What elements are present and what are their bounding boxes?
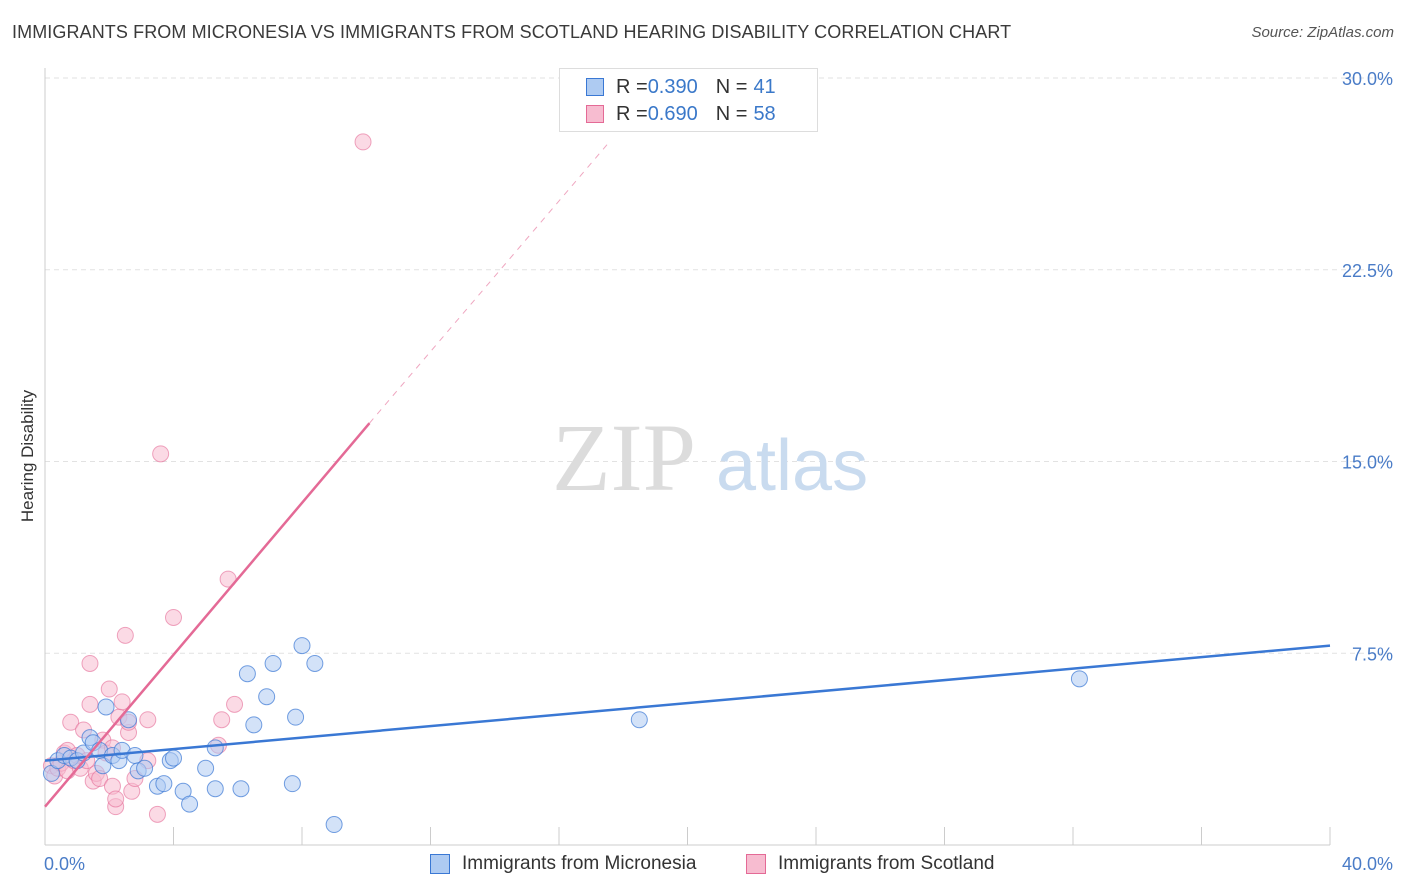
- legend-r-value: 0.390: [647, 75, 698, 98]
- x-tick-label: 0.0%: [44, 854, 85, 874]
- watermark: ZIP atlas: [552, 404, 868, 511]
- tick-labels: 7.5% 15.0% 22.5% 30.0% 0.0% 40.0%: [44, 69, 1393, 874]
- scotland-point: [213, 711, 231, 729]
- micronesia-point: [206, 780, 224, 798]
- micronesia-point: [306, 654, 324, 672]
- legend-r-key: R =: [616, 75, 648, 98]
- micronesia-point: [181, 795, 199, 813]
- legend-n-key: N =: [715, 102, 748, 125]
- scotland-point: [226, 695, 244, 713]
- scotland-swatch: [746, 854, 766, 874]
- micronesia-point: [206, 739, 224, 757]
- micronesia-trend-line: [44, 644, 1331, 762]
- micronesia-point: [155, 775, 173, 793]
- legend-n-key: N =: [715, 75, 748, 98]
- scotland-point: [81, 654, 99, 672]
- micronesia-swatch: [430, 854, 450, 874]
- legend-n-value: 58: [753, 102, 776, 125]
- y-tick-label: 15.0%: [1342, 453, 1393, 473]
- y-tick-label: 7.5%: [1352, 644, 1393, 664]
- stats-legend: R = 0.390 N = 41 R = 0.690 N = 58: [559, 68, 818, 132]
- micronesia-points: [42, 637, 1088, 834]
- scotland-point: [100, 680, 118, 698]
- y-tick-label: 22.5%: [1342, 261, 1393, 281]
- micronesia-point: [238, 665, 256, 683]
- micronesia-point: [1070, 670, 1088, 688]
- micronesia-point: [325, 816, 343, 834]
- legend-row-micronesia: R = 0.390 N = 41: [586, 75, 776, 99]
- source-label: Source: ZipAtlas.com: [1251, 24, 1394, 41]
- micronesia-point: [136, 759, 154, 777]
- scotland-point: [152, 445, 170, 463]
- bottom-legend-label: Immigrants from Scotland: [778, 853, 995, 874]
- x-tick-label: 40.0%: [1342, 854, 1393, 874]
- legend-row-scotland: R = 0.690 N = 58: [586, 102, 776, 126]
- micronesia-point: [232, 780, 250, 798]
- bottom-legend-micronesia: Immigrants from Micronesia: [430, 852, 696, 876]
- legend-n-value: 41: [753, 75, 776, 98]
- micronesia-point: [630, 711, 648, 729]
- micronesia-point: [165, 749, 182, 767]
- scotland-swatch: [586, 105, 604, 123]
- y-tick-label: 30.0%: [1342, 69, 1393, 89]
- scotland-point: [113, 693, 131, 711]
- micronesia-point: [197, 759, 215, 777]
- chart-title: IMMIGRANTS FROM MICRONESIA VS IMMIGRANTS…: [12, 22, 1012, 42]
- scotland-point: [148, 805, 166, 823]
- legend-r-value: 0.690: [647, 102, 698, 125]
- scotland-point: [81, 695, 99, 713]
- scotland-trend-extension: [369, 144, 608, 424]
- micronesia-swatch: [586, 78, 604, 96]
- micronesia-point: [97, 698, 115, 716]
- micronesia-point: [245, 716, 263, 734]
- watermark-zip: ZIP: [552, 404, 696, 511]
- micronesia-point: [264, 654, 282, 672]
- legend-r-key: R =: [616, 102, 648, 125]
- scotland-point: [354, 133, 372, 151]
- scotland-point: [62, 713, 80, 731]
- scotland-point: [139, 711, 157, 729]
- watermark-atlas: atlas: [716, 426, 868, 506]
- micronesia-point: [258, 688, 276, 706]
- scotland-point: [107, 790, 125, 808]
- bottom-legend-scotland: Immigrants from Scotland: [746, 852, 994, 876]
- scotland-point: [165, 608, 182, 626]
- micronesia-point: [287, 708, 305, 726]
- bottom-legend-label: Immigrants from Micronesia: [462, 853, 697, 874]
- micronesia-point: [120, 711, 138, 729]
- axes: [44, 68, 1331, 846]
- micronesia-point: [283, 775, 301, 793]
- scotland-trend-line: [44, 422, 371, 808]
- trend-lines: [44, 144, 1331, 808]
- micronesia-point: [293, 637, 311, 655]
- scotland-point: [116, 626, 134, 644]
